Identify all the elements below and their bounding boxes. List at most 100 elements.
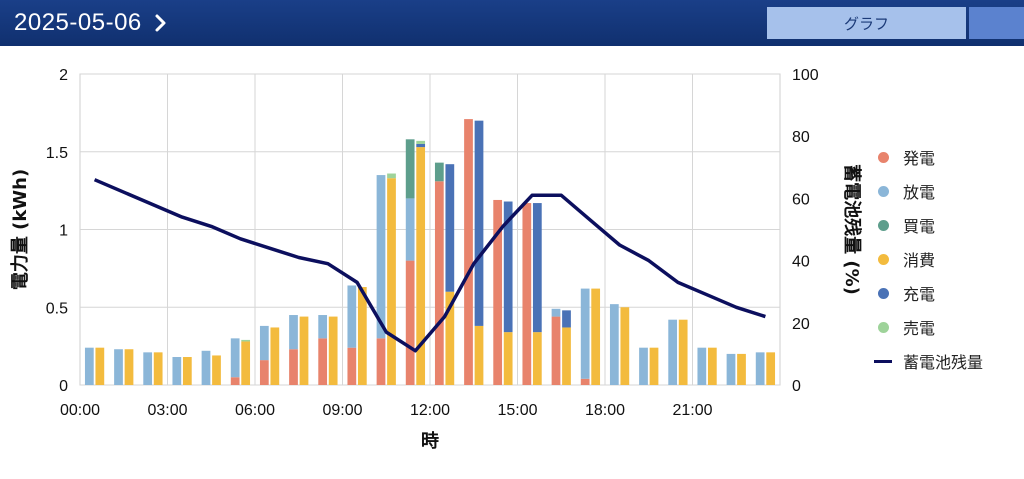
legend-item-hatsuden: 発電 bbox=[874, 140, 983, 174]
bar-hatsuden bbox=[434, 181, 444, 385]
y-tick-label: 1 bbox=[59, 223, 68, 240]
legend-item-uriden: 売電 bbox=[874, 310, 983, 344]
bar-hatsuden bbox=[551, 316, 561, 385]
bar-hoden bbox=[259, 325, 269, 361]
bar-hatsuden bbox=[230, 377, 240, 385]
bar-hatsuden bbox=[376, 338, 386, 385]
tab-graph[interactable]: グラフ bbox=[767, 7, 966, 39]
bar-shohi bbox=[387, 178, 396, 385]
y2-axis-label: 蓄電池残量 (%) bbox=[841, 164, 863, 295]
legend-swatch bbox=[878, 185, 889, 197]
legend-label: 買電 bbox=[903, 217, 936, 236]
legend-label: 蓄電池残量 bbox=[903, 353, 984, 372]
date-selector[interactable]: 2025-05-06 bbox=[14, 9, 170, 37]
bar-shohi bbox=[95, 347, 105, 385]
bar-hoden bbox=[318, 315, 328, 339]
bar-juden bbox=[445, 164, 455, 292]
legend-swatch bbox=[878, 219, 889, 231]
x-tick-label: 15:00 bbox=[497, 402, 537, 419]
y2-tick-label: 0 bbox=[792, 378, 801, 395]
bar-hoden bbox=[405, 198, 415, 261]
bar-hatsuden bbox=[318, 338, 328, 385]
bar-hoden bbox=[84, 347, 94, 385]
x-tick-label: 03:00 bbox=[147, 402, 187, 419]
bar-shohi bbox=[737, 353, 746, 385]
bar-hoden bbox=[551, 308, 561, 317]
y2-tick-label: 60 bbox=[792, 191, 810, 208]
legend-swatch bbox=[878, 253, 889, 265]
bar-shohi bbox=[766, 352, 776, 385]
bar-shohi bbox=[270, 327, 280, 385]
bar-hatsuden bbox=[259, 360, 269, 385]
chart-legend: 発電 放電 買電 消費 充電 売電 蓄電池残量 bbox=[874, 140, 983, 378]
legend-item-shohi: 消費 bbox=[874, 242, 983, 276]
y2-tick-label: 20 bbox=[792, 316, 810, 333]
bar-hatsuden bbox=[289, 349, 298, 385]
bar-hatsuden bbox=[347, 347, 357, 385]
y-tick-label: 1.5 bbox=[46, 145, 68, 162]
bar-hoden bbox=[172, 357, 182, 385]
x-tick-label: 09:00 bbox=[322, 402, 362, 419]
bar-shohi bbox=[182, 357, 192, 385]
bar-shohi bbox=[707, 347, 717, 385]
bar-hoden bbox=[726, 353, 736, 385]
y-tick-label: 2 bbox=[59, 67, 68, 84]
bar-hoden bbox=[609, 304, 619, 385]
date-label: 2025-05-06 bbox=[14, 9, 142, 36]
x-tick-label: 12:00 bbox=[410, 402, 450, 419]
bar-hoden bbox=[289, 315, 298, 350]
bar-juden bbox=[532, 203, 542, 333]
x-tick-label: 18:00 bbox=[585, 402, 625, 419]
bar-juden bbox=[474, 120, 484, 326]
bar-baiden bbox=[434, 162, 444, 182]
legend-swatch bbox=[878, 321, 889, 333]
tab-graph-label: グラフ bbox=[843, 14, 889, 33]
legend-item-juden: 充電 bbox=[874, 276, 983, 310]
bar-shohi bbox=[445, 291, 455, 385]
bar-uriden bbox=[241, 339, 251, 342]
bar-shohi bbox=[153, 352, 163, 385]
y2-tick-label: 100 bbox=[792, 67, 819, 84]
bar-baiden bbox=[405, 139, 415, 199]
y-axis-label: 電力量 (kWh) bbox=[9, 169, 31, 290]
x-tick-label: 21:00 bbox=[672, 402, 712, 419]
bar-hoden bbox=[580, 288, 590, 379]
bar-hoden bbox=[755, 352, 765, 385]
legend-item-zanryo: 蓄電池残量 bbox=[874, 344, 983, 378]
bar-hoden bbox=[143, 352, 153, 385]
y-tick-label: 0 bbox=[59, 378, 68, 395]
bar-shohi bbox=[678, 319, 688, 385]
bar-hoden bbox=[697, 347, 707, 385]
legend-label: 充電 bbox=[903, 285, 936, 304]
bar-shohi bbox=[562, 327, 571, 385]
y2-tick-label: 80 bbox=[792, 129, 810, 146]
tab-secondary[interactable] bbox=[969, 7, 1024, 39]
bar-hatsuden bbox=[580, 378, 590, 385]
bar-hoden bbox=[201, 350, 211, 385]
bar-hoden bbox=[347, 285, 357, 348]
x-tick-label: 00:00 bbox=[60, 402, 100, 419]
bar-hoden bbox=[376, 175, 386, 339]
bar-shohi bbox=[620, 307, 630, 385]
legend-item-baiden: 買電 bbox=[874, 208, 983, 242]
legend-swatch bbox=[878, 151, 889, 163]
bar-shohi bbox=[212, 355, 221, 385]
y-tick-label: 0.5 bbox=[46, 300, 68, 317]
bar-hatsuden bbox=[464, 119, 473, 385]
chevron-right-icon bbox=[155, 14, 166, 32]
bar-shohi bbox=[357, 287, 367, 385]
legend-swatch bbox=[874, 359, 892, 363]
legend-label: 放電 bbox=[903, 183, 936, 202]
bar-hatsuden bbox=[522, 203, 532, 385]
app-header: 2025-05-06 グラフ bbox=[0, 0, 1024, 46]
legend-label: 発電 bbox=[903, 149, 936, 168]
bar-hatsuden bbox=[405, 260, 415, 385]
x-tick-label: 06:00 bbox=[235, 402, 275, 419]
bar-shohi bbox=[503, 332, 513, 385]
y2-tick-label: 40 bbox=[792, 254, 810, 271]
bar-juden bbox=[503, 201, 513, 333]
bar-shohi bbox=[416, 147, 426, 385]
bar-hoden bbox=[114, 349, 123, 385]
bar-hoden bbox=[668, 319, 678, 385]
